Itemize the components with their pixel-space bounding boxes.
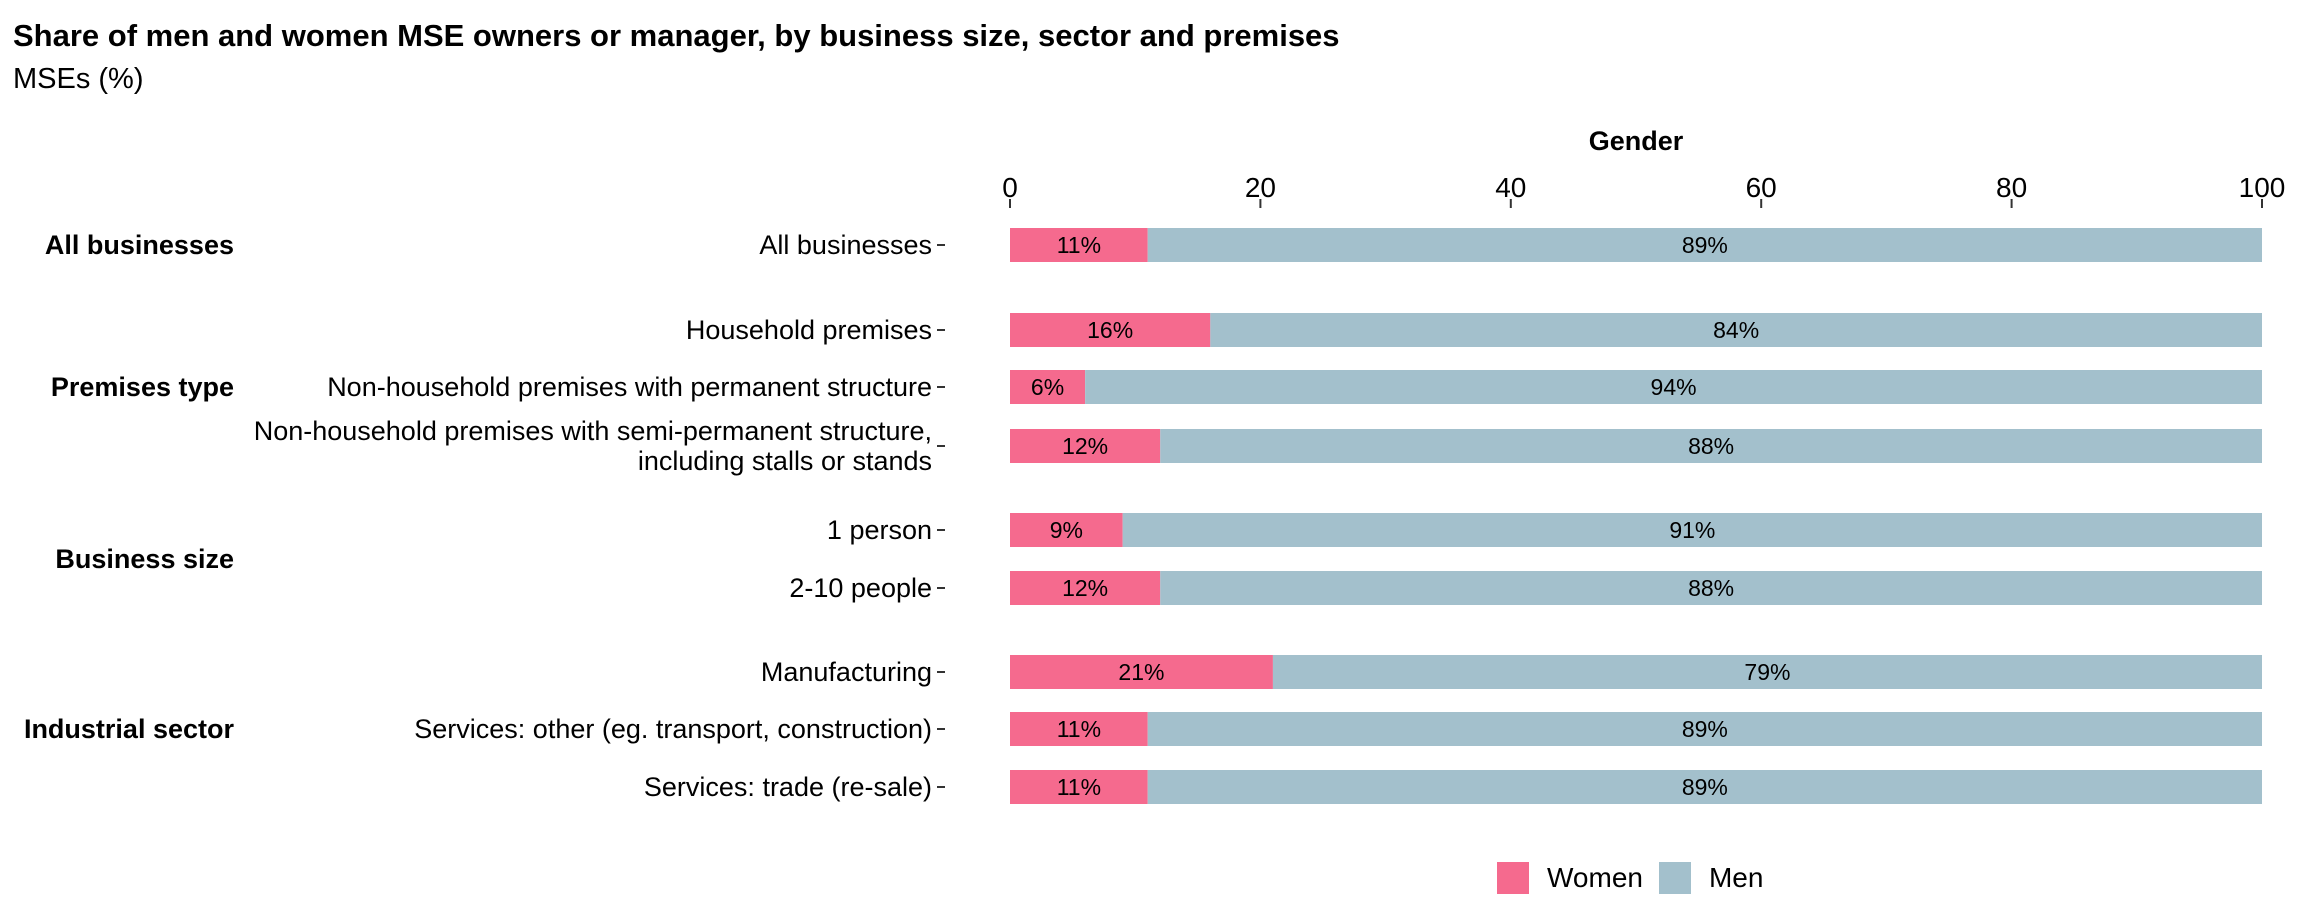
category-label: Manufacturing [761, 657, 932, 687]
chart-subtitle: MSEs (%) [13, 63, 144, 95]
x-tick-label: 100 [2239, 172, 2286, 203]
data-label-women-7: 11% [1057, 716, 1101, 742]
bar-women-1 [1010, 313, 1211, 347]
x-tick-label: 20 [1245, 172, 1276, 203]
group-label-premises-type: Premises type [51, 372, 234, 402]
bar-women-8 [1010, 770, 1148, 804]
data-label-women-5: 12% [1062, 575, 1108, 601]
category-label: Non-household premises with permanent st… [327, 372, 932, 402]
x-tick-label: 40 [1495, 172, 1526, 203]
category-label: All businesses [759, 230, 932, 260]
data-label-women-2: 6% [1031, 374, 1064, 400]
bar-women-6 [1010, 655, 1273, 689]
category-label: 1 person [827, 515, 932, 545]
bars-layer [1010, 228, 2262, 804]
bar-women-3 [1010, 429, 1161, 463]
legend-item-women: Women [1497, 862, 1643, 894]
data-label-men-1: 84% [1713, 317, 1759, 343]
legend-item-men: Men [1658, 862, 1764, 894]
category-label: Services: other (eg. transport, construc… [414, 714, 932, 744]
group-label-all-businesses: All businesses [45, 230, 234, 260]
legend-swatch-men [1658, 862, 1691, 894]
x-tick-label: 60 [1746, 172, 1777, 203]
bar-men-0 [1147, 228, 2262, 262]
category-label: Services: trade (re-sale) [644, 772, 932, 802]
bar-men-7 [1147, 712, 2262, 746]
data-label-men-4: 91% [1669, 517, 1715, 543]
data-label-women-1: 16% [1087, 317, 1133, 343]
data-labels: 11% 89% 16% 84% 6% 94% 12% 88% 9% 91% 12% 88% 21% 79%… [1031, 232, 1791, 800]
bar-men-5 [1160, 571, 2262, 605]
bar-women-4 [1010, 513, 1123, 547]
x-tick-label: 0 [1002, 172, 1018, 203]
data-label-men-6: 79% [1744, 659, 1790, 685]
bar-men-6 [1272, 655, 2262, 689]
x-axis: Gender 0 20 40 60 80 100 [1002, 126, 2285, 208]
group-label-business-size: Business size [55, 544, 234, 574]
data-label-men-5: 88% [1688, 575, 1734, 601]
group-label-industrial-sector: Industrial sector [24, 714, 235, 744]
bar-men-1 [1210, 313, 2262, 347]
bar-women-7 [1010, 712, 1148, 746]
category-label: 2-10 people [789, 573, 932, 603]
data-label-women-6: 21% [1118, 659, 1164, 685]
data-label-women-4: 9% [1050, 517, 1083, 543]
data-label-men-8: 89% [1682, 774, 1728, 800]
data-label-men-0: 89% [1682, 232, 1728, 258]
bar-men-2 [1085, 370, 2262, 404]
bar-men-8 [1147, 770, 2262, 804]
category-label: Non-household premises with semi-permane… [254, 416, 932, 476]
group-labels: All businesses Premises type Business size… [24, 230, 235, 744]
data-label-men-2: 94% [1651, 374, 1697, 400]
bar-women-5 [1010, 571, 1161, 605]
category-label: Household premises [686, 315, 932, 345]
data-label-women-0: 11% [1057, 232, 1101, 258]
x-tick-label: 80 [1996, 172, 2027, 203]
data-label-women-3: 12% [1062, 433, 1108, 459]
legend-label-women: Women [1547, 862, 1643, 893]
bar-men-4 [1122, 513, 2262, 547]
data-label-women-8: 11% [1057, 774, 1101, 800]
category-labels: All businesses Household premises Non-hous… [254, 230, 945, 802]
legend-swatch-women [1497, 862, 1529, 894]
x-axis-title: Gender [1589, 126, 1684, 156]
bar-men-3 [1160, 429, 2262, 463]
legend-label-men: Men [1708, 862, 1764, 893]
data-label-men-3: 88% [1688, 433, 1734, 459]
bar-women-0 [1010, 228, 1148, 262]
chart-title: Share of men and women MSE owners or man… [13, 18, 1340, 53]
bar-women-2 [1010, 370, 1086, 404]
data-label-men-7: 89% [1682, 716, 1728, 742]
legend: Women Men [1497, 862, 1779, 894]
